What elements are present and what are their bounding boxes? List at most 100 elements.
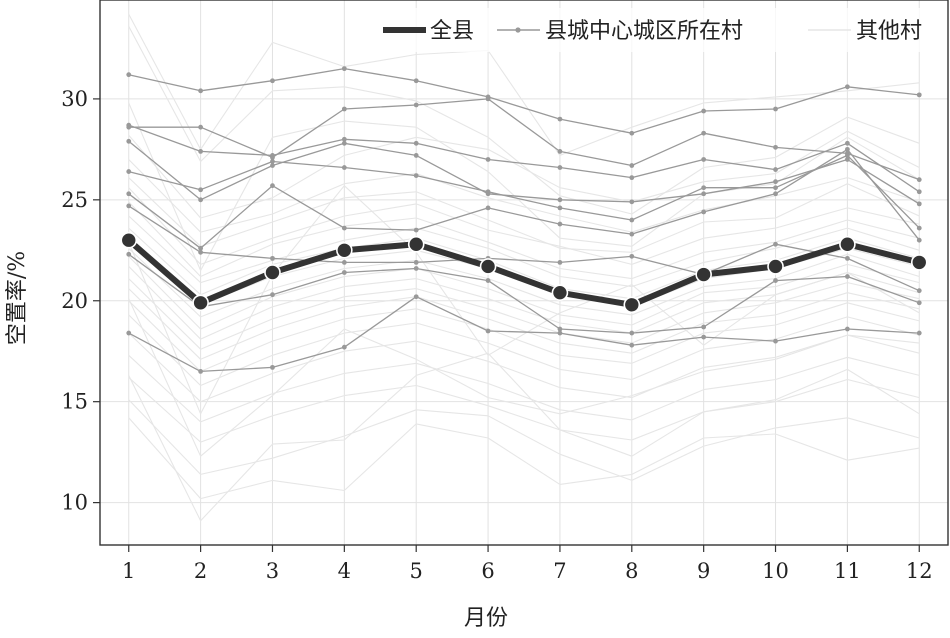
center-village-point: [126, 122, 132, 128]
center-village-point: [701, 130, 707, 136]
other-village-line: [128, 288, 920, 360]
x-tick-label: 6: [481, 559, 494, 583]
county-point: [551, 284, 569, 301]
center-village-point: [270, 78, 275, 84]
center-village-point: [270, 153, 275, 158]
center-village-point: [485, 278, 491, 283]
center-village-point: [629, 231, 635, 237]
center-village-point: [485, 189, 491, 195]
y-axis-title: 空置率/%: [5, 251, 30, 345]
other-village-line: [128, 256, 920, 330]
center-village-point: [916, 92, 922, 98]
center-village-point: [413, 227, 419, 233]
other-village-line: [128, 130, 920, 219]
center-village-point: [844, 140, 850, 146]
center-village-point: [198, 148, 204, 154]
county-point: [264, 264, 281, 281]
center-village-point: [485, 205, 491, 211]
center-village-point: [413, 173, 419, 179]
center-village-line: [128, 67, 920, 134]
center-village-point: [341, 225, 347, 231]
y-tick-label: 10: [61, 491, 88, 515]
center-village-point: [773, 106, 778, 112]
center-village-line: [128, 124, 920, 193]
center-village-point: [270, 292, 275, 298]
center-village-point: [413, 294, 419, 300]
center-village-point: [413, 260, 419, 265]
center-village-point: [126, 330, 132, 336]
center-village-point: [413, 153, 419, 158]
county-point: [767, 258, 784, 275]
center-village-line: [128, 253, 920, 334]
legend-label-center: 县城中心城区所在村: [545, 19, 743, 44]
legend-marker-center: [515, 27, 521, 33]
other-village-line: [128, 300, 920, 372]
center-village-point: [629, 342, 635, 348]
center-village-point: [341, 136, 347, 142]
other-village-line: [128, 13, 920, 156]
center-village-point: [844, 153, 850, 158]
county-point: [192, 294, 209, 312]
x-tick-label: 8: [625, 559, 638, 583]
center-village-point: [916, 330, 922, 336]
center-village-point: [341, 260, 347, 265]
center-village-point: [413, 102, 419, 108]
other-village-line: [128, 237, 920, 308]
y-tick-label: 15: [61, 390, 88, 414]
center-village-point: [916, 177, 922, 183]
center-village-point: [557, 205, 563, 211]
center-village-point: [773, 167, 778, 172]
center-village-point: [270, 159, 275, 164]
center-village-point: [557, 148, 563, 154]
center-village-point: [844, 84, 850, 90]
center-village-point: [629, 253, 635, 259]
other-village-line: [128, 332, 920, 403]
center-village-point: [198, 197, 204, 203]
other-village-line: [128, 314, 920, 387]
center-village-point: [198, 245, 204, 251]
center-village-point: [773, 144, 778, 150]
county-layer: [120, 231, 928, 314]
center-village-point: [198, 124, 204, 130]
center-village-point: [126, 169, 132, 174]
center-village-point: [629, 130, 635, 136]
center-village-point: [557, 165, 563, 170]
center-village-point: [341, 140, 347, 146]
county-point: [336, 241, 353, 259]
center-village-line: [128, 148, 920, 249]
other-village-line: [128, 25, 920, 215]
other-village-line: [128, 247, 920, 318]
center-village-line: [128, 205, 920, 292]
other-village-line: [128, 352, 920, 522]
center-village-line: [128, 140, 920, 205]
center-village-point: [270, 364, 275, 370]
center-village-point: [629, 163, 635, 168]
center-village-point: [198, 187, 204, 193]
other-villages-layer: [128, 13, 920, 522]
county-point: [120, 231, 138, 249]
center-village-point: [773, 338, 778, 344]
center-village-point: [198, 88, 204, 94]
center-village-point: [701, 334, 707, 340]
center-village-point: [701, 185, 707, 191]
center-village-point: [916, 288, 922, 294]
center-village-point: [844, 326, 850, 332]
x-tick-label: 4: [338, 559, 351, 583]
county-point: [695, 266, 712, 283]
x-tick-label: 9: [697, 559, 710, 583]
other-village-line: [128, 201, 920, 280]
center-village-point: [773, 191, 778, 197]
center-village-point: [270, 183, 275, 189]
center-village-point: [629, 175, 635, 181]
other-village-line: [128, 399, 920, 481]
center-village-point: [485, 96, 491, 102]
center-village-point: [557, 326, 563, 332]
center-village-point: [557, 260, 563, 265]
center-village-point: [701, 209, 707, 215]
center-village-point: [916, 225, 922, 231]
center-village-point: [557, 330, 563, 336]
county-point: [623, 296, 641, 314]
center-village-point: [270, 163, 275, 168]
other-village-line: [128, 102, 920, 272]
